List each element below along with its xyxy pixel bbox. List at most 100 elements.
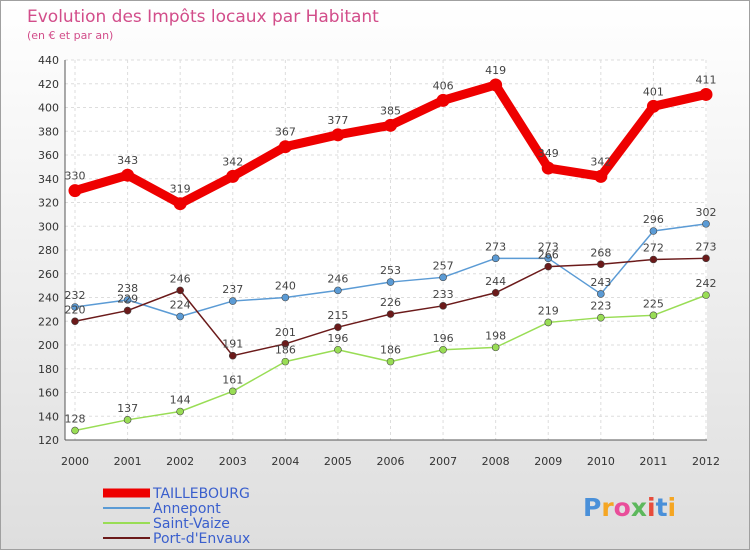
data-point <box>544 262 553 271</box>
data-label: 229 <box>117 293 138 306</box>
data-point <box>71 303 79 311</box>
data-label: 342 <box>222 155 243 168</box>
logo-letter: i <box>647 493 656 522</box>
data-point <box>176 312 184 321</box>
data-label: 349 <box>538 147 559 160</box>
y-tick-label: 180 <box>38 363 59 376</box>
data-label: 225 <box>643 297 664 310</box>
data-point <box>68 184 82 198</box>
data-label: 220 <box>65 303 86 316</box>
y-tick-label: 120 <box>38 434 59 447</box>
x-tick-label: 2005 <box>324 455 352 468</box>
data-point <box>228 351 237 360</box>
logo-letter: x <box>631 493 647 522</box>
data-label: 244 <box>485 275 506 288</box>
data-label: 273 <box>538 240 559 253</box>
data-point <box>334 286 342 295</box>
data-label: 186 <box>380 344 401 357</box>
y-tick-label: 300 <box>38 220 59 233</box>
data-point <box>384 118 397 132</box>
data-label: 137 <box>117 402 138 415</box>
data-point <box>439 345 447 354</box>
data-label: 223 <box>590 300 611 313</box>
data-label: 319 <box>170 183 191 196</box>
data-point <box>71 317 79 326</box>
data-label: 196 <box>327 332 348 345</box>
data-label: 128 <box>65 413 86 426</box>
x-tick-label: 2000 <box>61 455 89 468</box>
logo-letter: P <box>583 493 601 522</box>
y-tick-label: 420 <box>38 78 59 91</box>
data-point <box>699 87 713 101</box>
y-tick-label: 400 <box>38 102 59 115</box>
data-point <box>594 169 608 183</box>
data-label: 186 <box>275 344 296 357</box>
data-point <box>121 168 135 182</box>
y-tick-label: 340 <box>38 173 59 186</box>
data-point <box>489 78 503 92</box>
data-label: 273 <box>696 240 717 253</box>
y-tick-label: 200 <box>38 339 59 352</box>
data-point <box>386 278 395 286</box>
data-label: 385 <box>380 104 401 117</box>
data-label: 273 <box>485 240 506 253</box>
data-point <box>491 288 500 297</box>
x-tick-label: 2008 <box>482 455 510 468</box>
data-label: 377 <box>327 114 348 127</box>
data-labels: 330 343 319 342 367 377 385 406 419 349 342 401 411 2… <box>65 64 717 426</box>
data-point <box>597 260 605 269</box>
y-tick-label: 440 <box>38 54 59 67</box>
data-label: 266 <box>538 249 559 262</box>
y-tick-label: 360 <box>38 149 59 162</box>
legend: TAILLEBOURGAnnepontSaint-VaizePort-d'Env… <box>103 486 250 547</box>
legend-label: TAILLEBOURG <box>152 486 250 502</box>
data-label: 296 <box>643 213 664 226</box>
x-tick-label: 2009 <box>534 455 562 468</box>
data-label: 246 <box>327 272 348 285</box>
data-label: 253 <box>380 264 401 277</box>
data-label: 224 <box>170 299 191 312</box>
data-label: 257 <box>433 259 454 272</box>
x-tick-label: 2011 <box>639 455 667 468</box>
data-point <box>491 254 500 263</box>
data-point <box>281 357 290 366</box>
data-label: 242 <box>696 277 717 290</box>
logo-letter: i <box>668 493 677 522</box>
data-point <box>649 311 658 320</box>
data-label: 401 <box>643 85 664 98</box>
data-point <box>386 310 395 318</box>
chart-title: Evolution des Impôts locaux par Habitant <box>27 7 379 27</box>
data-label: 243 <box>590 276 611 289</box>
x-tick-label: 2012 <box>692 455 720 468</box>
data-label: 215 <box>327 309 348 322</box>
data-point <box>597 313 605 322</box>
data-label: 233 <box>433 288 454 301</box>
legend-label: Port-d'Envaux <box>153 531 250 547</box>
data-point <box>597 290 605 298</box>
y-tick-label: 220 <box>38 315 59 328</box>
data-label: 272 <box>643 242 664 255</box>
data-label: 330 <box>65 170 86 183</box>
data-point <box>123 296 132 304</box>
data-point <box>334 345 342 354</box>
data-point <box>702 291 710 299</box>
legend-label: Saint-Vaize <box>153 516 230 532</box>
data-point <box>71 426 79 435</box>
x-tick-label: 2007 <box>429 455 457 468</box>
data-label: 196 <box>433 332 454 345</box>
data-point <box>226 169 240 183</box>
data-label: 367 <box>275 126 296 139</box>
series-group <box>68 78 713 435</box>
data-point <box>439 273 447 282</box>
data-label: 226 <box>380 296 401 309</box>
data-label: 238 <box>117 282 138 295</box>
data-point <box>123 306 132 315</box>
data-point <box>702 254 710 263</box>
data-point <box>123 416 132 424</box>
data-label: 237 <box>222 283 243 296</box>
x-tick-label: 2004 <box>271 455 299 468</box>
data-point <box>173 197 187 211</box>
data-label: 246 <box>170 272 191 285</box>
data-label: 232 <box>65 289 86 302</box>
x-tick-label: 2001 <box>114 455 142 468</box>
